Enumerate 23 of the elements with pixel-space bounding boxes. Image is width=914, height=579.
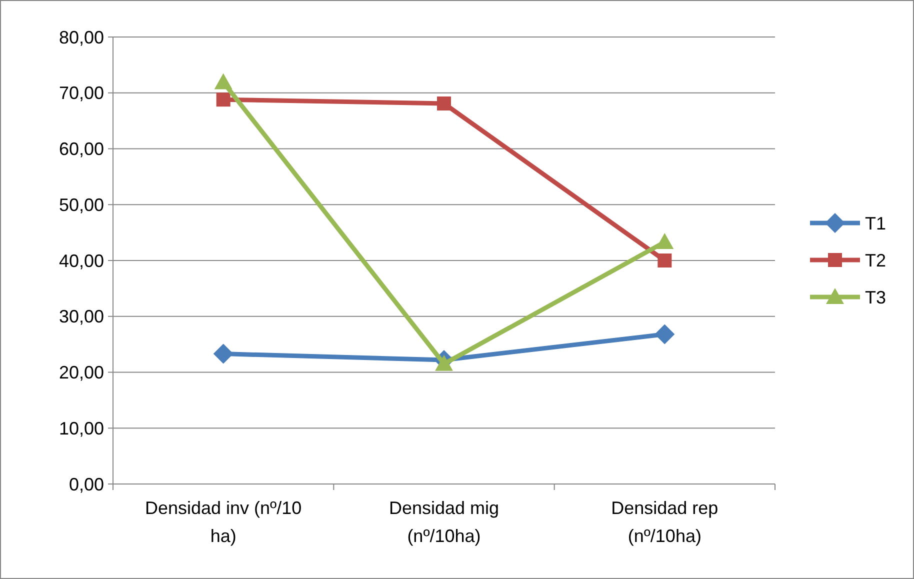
y-tick-label: 80,00 bbox=[58, 27, 104, 48]
y-tick-label: 30,00 bbox=[58, 306, 104, 327]
point bbox=[214, 73, 232, 90]
point bbox=[435, 354, 453, 371]
point bbox=[654, 324, 675, 344]
legend-label: T1 bbox=[865, 213, 886, 234]
y-tick-label: 20,00 bbox=[58, 362, 104, 383]
x-tick-label: Densidad mig (nº/10ha) bbox=[388, 498, 500, 546]
point bbox=[437, 96, 451, 110]
y-tick-label: 10,00 bbox=[58, 418, 104, 438]
y-tick-label: 50,00 bbox=[58, 194, 104, 215]
y-tick-label: 70,00 bbox=[58, 83, 104, 104]
x-tick-label: Densidad rep (nº/10ha) bbox=[611, 498, 718, 546]
legend-label: T3 bbox=[865, 287, 886, 308]
point bbox=[656, 233, 674, 250]
y-tick-label: 40,00 bbox=[58, 250, 104, 271]
x-tick-label: Densidad inv (nº/10 ha) bbox=[144, 498, 302, 546]
y-tick-label: 0,00 bbox=[68, 474, 104, 494]
point bbox=[213, 344, 234, 364]
y-tick-label: 60,00 bbox=[58, 139, 104, 160]
point bbox=[216, 92, 230, 107]
legend-label: T2 bbox=[865, 250, 886, 270]
point bbox=[658, 254, 672, 268]
